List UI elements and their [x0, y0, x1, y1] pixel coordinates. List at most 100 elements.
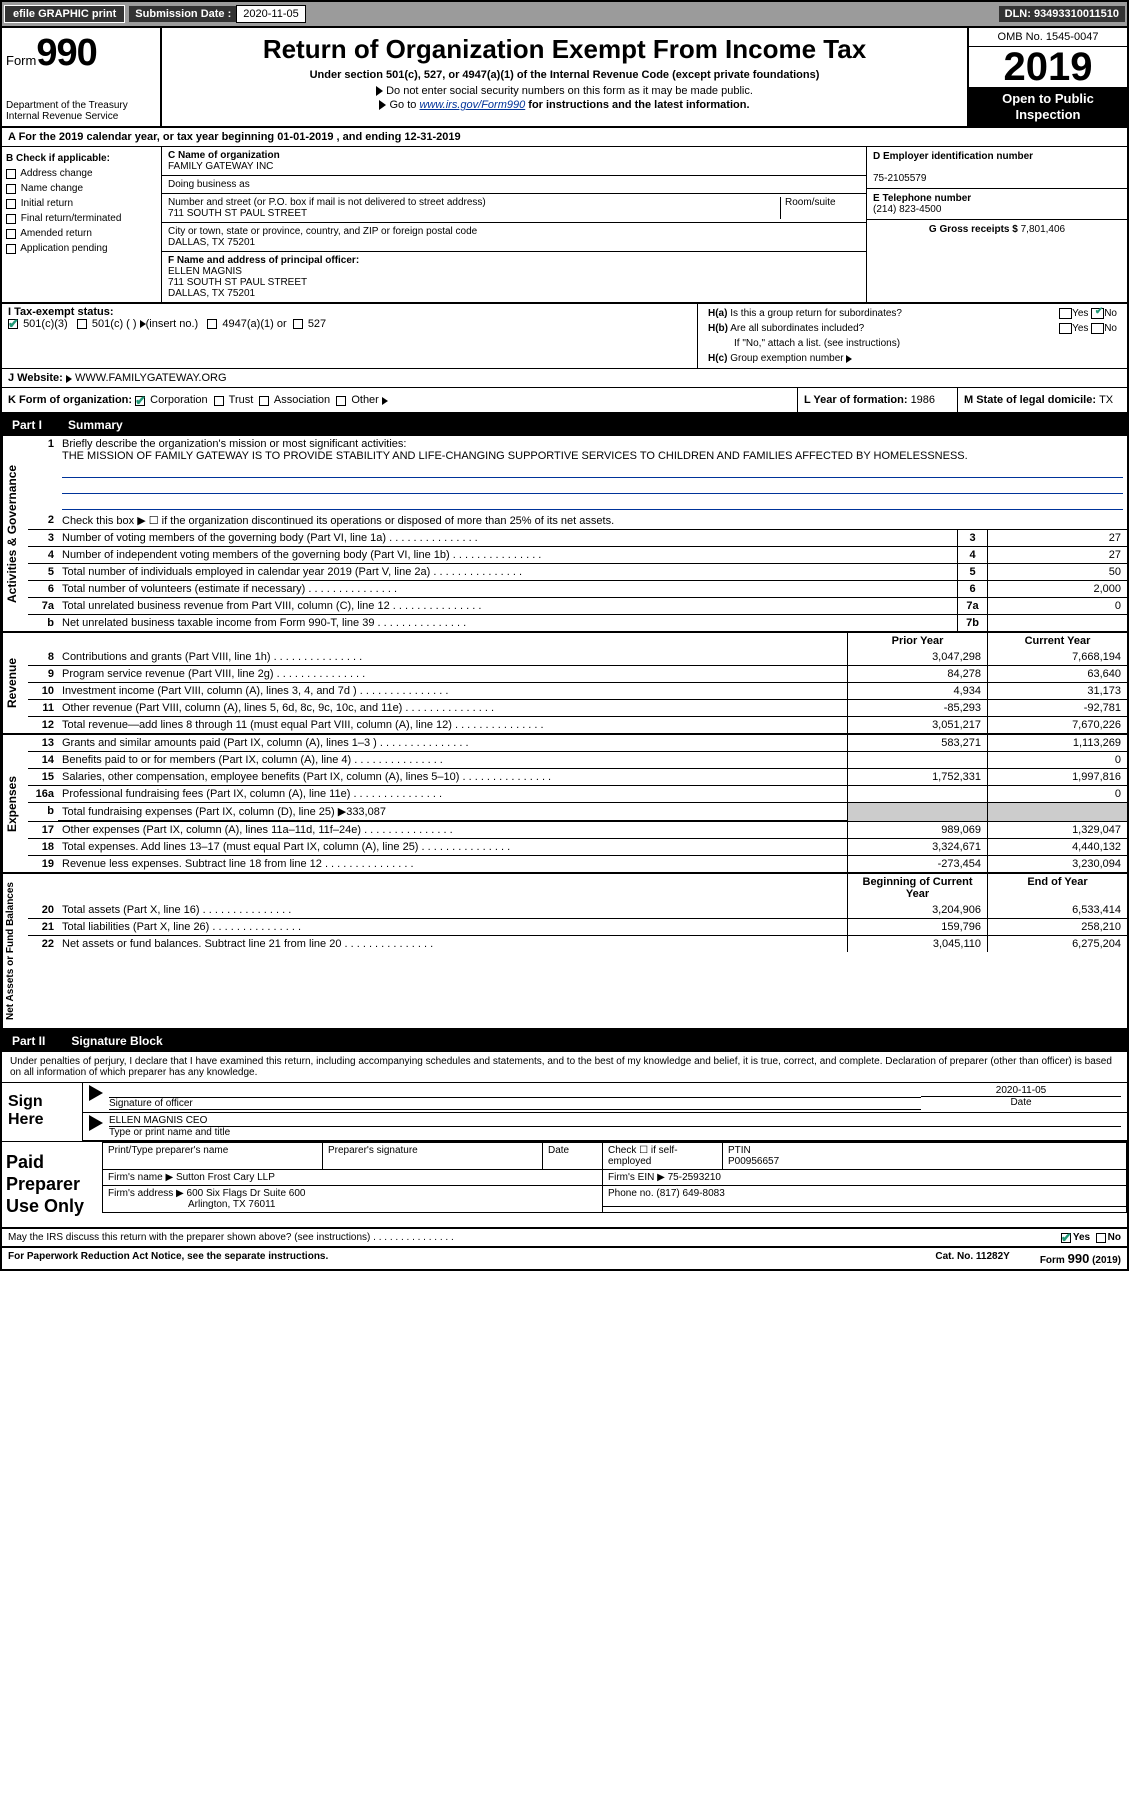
tab-net-assets: Net Assets or Fund Balances — [2, 874, 28, 1028]
table-row: 7aTotal unrelated business revenue from … — [28, 597, 1127, 614]
checkbox-final[interactable] — [6, 214, 16, 224]
firm-phone-label: Phone no. — [608, 1188, 654, 1199]
tab-expenses: Expenses — [2, 735, 28, 872]
opt-pending: Application pending — [20, 243, 107, 254]
col-prior-year: Prior Year — [847, 633, 987, 649]
table-row: 12Total revenue—add lines 8 through 11 (… — [28, 716, 1127, 733]
ha-yes[interactable] — [1059, 308, 1072, 319]
f-addr2: DALLAS, TX 75201 — [168, 288, 255, 299]
checkbox-initial[interactable] — [6, 199, 16, 209]
part2-num: Part II — [2, 1032, 63, 1050]
opt-corp: Corporation — [150, 394, 207, 406]
footer: For Paperwork Reduction Act Notice, see … — [2, 1246, 1127, 1269]
col-b-title: B Check if applicable: — [6, 153, 110, 164]
preparer-section: Paid Preparer Use Only Print/Type prepar… — [2, 1141, 1127, 1228]
checkbox-trust[interactable] — [214, 396, 224, 406]
sig-date: 2020-11-05 — [996, 1085, 1046, 1096]
checkbox-assoc[interactable] — [259, 396, 269, 406]
website-value: WWW.FAMILYGATEWAY.ORG — [75, 372, 227, 384]
checkbox-address-change[interactable] — [6, 169, 16, 179]
phone-value: (214) 823-4500 — [873, 204, 941, 215]
phone-label: E Telephone number — [873, 193, 971, 204]
discuss-no[interactable] — [1096, 1233, 1106, 1243]
topbar: efile GRAPHIC print Submission Date : 20… — [2, 2, 1127, 28]
table-row: 19Revenue less expenses. Subtract line 1… — [28, 855, 1127, 872]
prep-r1c: Date — [543, 1143, 603, 1170]
prep-r1b: Preparer's signature — [323, 1143, 543, 1170]
form-number: 990 — [36, 32, 96, 74]
prep-r1a: Print/Type preparer's name — [103, 1143, 323, 1170]
form-word: Form — [6, 53, 36, 68]
org-name: FAMILY GATEWAY INC — [168, 161, 273, 172]
checkbox-corp[interactable] — [135, 396, 145, 406]
col-d: D Employer identification number75-21055… — [867, 147, 1127, 302]
header-line2-post: for instructions and the latest informat… — [525, 99, 749, 111]
ha-no[interactable] — [1091, 308, 1104, 319]
sign-here-section: Sign Here Signature of officer 2020-11-0… — [2, 1082, 1127, 1141]
firm-addr1: 600 Six Flags Dr Suite 600 — [187, 1188, 306, 1199]
arrow-icon — [379, 100, 386, 110]
table-row: 4Number of independent voting members of… — [28, 546, 1127, 563]
row-i-h: I Tax-exempt status: 501(c)(3) 501(c) ( … — [2, 304, 1127, 369]
checkbox-527[interactable] — [293, 319, 303, 329]
opt-501c-insert: (insert no.) — [146, 318, 199, 330]
sig-officer-label: Signature of officer — [109, 1098, 193, 1109]
dln-value: DLN: 93493310011510 — [999, 6, 1125, 22]
signer-name: ELLEN MAGNIS CEO — [109, 1115, 207, 1126]
k-label: K Form of organization: — [8, 394, 132, 406]
part1-title: Summary — [60, 416, 131, 434]
table-row: 13Grants and similar amounts paid (Part … — [28, 735, 1127, 751]
arrow-icon — [89, 1115, 103, 1131]
sig-date-label: Date — [1010, 1097, 1031, 1108]
checkbox-amended[interactable] — [6, 229, 16, 239]
firm-phone: (817) 649-8083 — [656, 1188, 724, 1199]
discuss-yes[interactable] — [1061, 1233, 1071, 1243]
hb-yes[interactable] — [1059, 323, 1072, 334]
ein-value: 75-2105579 — [873, 173, 926, 184]
table-row: bTotal fundraising expenses (Part IX, co… — [28, 802, 1127, 821]
sig-type-label: Type or print name and title — [109, 1127, 230, 1138]
table-row: 6Total number of volunteers (estimate if… — [28, 580, 1127, 597]
department: Department of the Treasury Internal Reve… — [6, 100, 156, 122]
checkbox-501c3[interactable] — [8, 319, 18, 329]
table-row: 20Total assets (Part X, line 16) 3,204,9… — [28, 902, 1127, 918]
checkbox-pending[interactable] — [6, 244, 16, 254]
preparer-title: Paid Preparer Use Only — [2, 1142, 102, 1227]
opt-trust: Trust — [229, 394, 254, 406]
arrow-icon — [89, 1085, 103, 1101]
checkbox-501c[interactable] — [77, 319, 87, 329]
firm-ein: 75-2593210 — [668, 1172, 721, 1183]
f-name: ELLEN MAGNIS — [168, 266, 242, 277]
gross-value: 7,801,406 — [1021, 224, 1066, 235]
part2-title: Signature Block — [63, 1032, 170, 1050]
preparer-table: Print/Type preparer's name Preparer's si… — [102, 1142, 1127, 1213]
m-value: TX — [1099, 394, 1113, 406]
row-j: J Website: WWW.FAMILYGATEWAY.ORG — [2, 369, 1127, 388]
ptin-value: P00956657 — [728, 1156, 779, 1167]
form-subtitle: Under section 501(c), 527, or 4947(a)(1)… — [172, 69, 957, 81]
l-value: 1986 — [911, 394, 935, 406]
discuss-row: May the IRS discuss this return with the… — [2, 1228, 1127, 1246]
table-row: 14Benefits paid to or for members (Part … — [28, 751, 1127, 768]
opt-address-change: Address change — [20, 168, 92, 179]
discuss-text: May the IRS discuss this return with the… — [8, 1232, 370, 1243]
section-net-assets: Net Assets or Fund Balances Beginning of… — [2, 874, 1127, 1030]
submission-date-value: 2020-11-05 — [236, 5, 305, 23]
table-row: 8Contributions and grants (Part VIII, li… — [28, 649, 1127, 665]
table-row: 2Check this box ▶ ☐ if the organization … — [28, 512, 1127, 529]
hb-no[interactable] — [1091, 323, 1104, 334]
table-row: 10Investment income (Part VIII, column (… — [28, 682, 1127, 699]
submission-date-label: Submission Date : — [129, 6, 237, 22]
ptin-label: PTIN — [728, 1145, 751, 1156]
irs-link[interactable]: www.irs.gov/Form990 — [419, 99, 525, 111]
checkbox-name-change[interactable] — [6, 184, 16, 194]
checkbox-other[interactable] — [336, 396, 346, 406]
section-bcd: B Check if applicable: Address change Na… — [2, 147, 1127, 304]
table-row: 21Total liabilities (Part X, line 26) 15… — [28, 918, 1127, 935]
table-row: 3Number of voting members of the governi… — [28, 529, 1127, 546]
efile-button[interactable]: efile GRAPHIC print — [4, 5, 125, 23]
opt-final: Final return/terminated — [21, 213, 122, 224]
firm-name-label: Firm's name ▶ — [108, 1172, 173, 1183]
opt-527: 527 — [308, 318, 326, 330]
checkbox-4947[interactable] — [207, 319, 217, 329]
